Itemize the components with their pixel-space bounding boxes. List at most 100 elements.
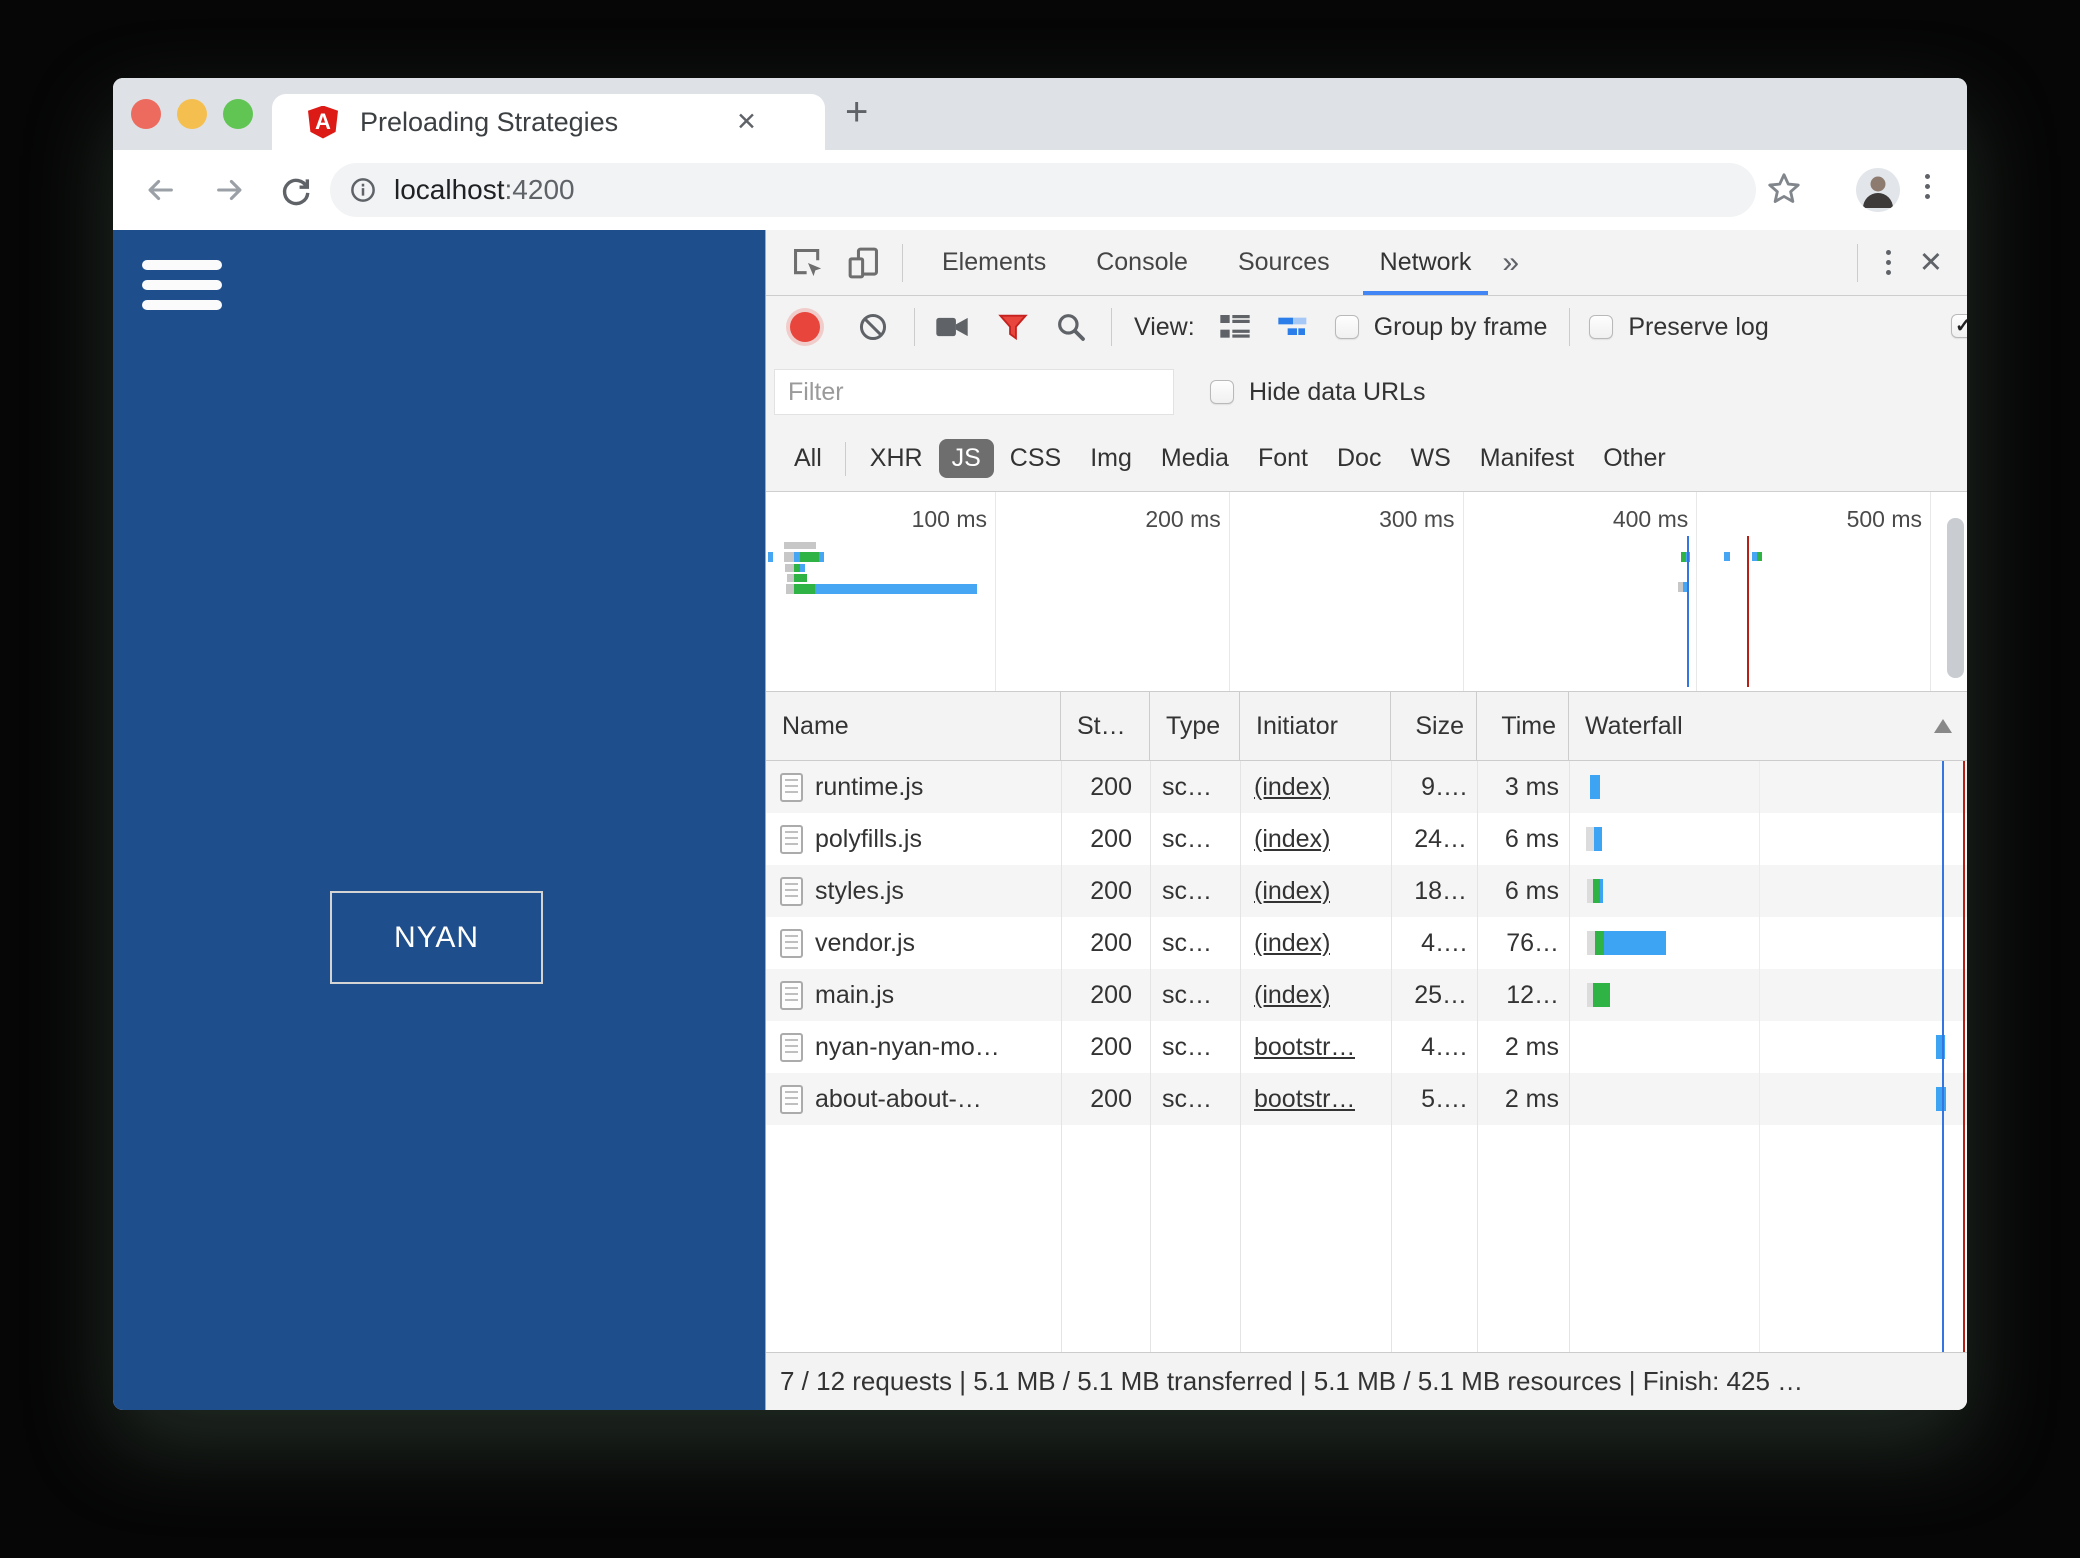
column-header-time[interactable]: Time (1477, 692, 1569, 760)
type-filter-all[interactable]: All (794, 444, 822, 472)
timeline-bar (819, 552, 824, 562)
network-request-row[interactable]: vendor.js 200 sc… (index) 4…. 76… (766, 917, 1967, 969)
address-bar[interactable]: localhost:4200 (330, 163, 1756, 217)
hide-data-urls-checkbox[interactable] (1210, 380, 1234, 404)
cell-size: 4…. (1421, 1032, 1467, 1061)
type-filter-img[interactable]: Img (1090, 444, 1132, 472)
devtools-tab-bar: Elements Console Sources Network » ✕ (766, 230, 1967, 296)
nyan-button[interactable]: NYAN (330, 891, 543, 984)
network-request-row[interactable]: about-about-… 200 sc… bootstr… 5…. 2 ms (766, 1073, 1967, 1125)
inspect-element-icon[interactable] (790, 245, 826, 281)
column-header-initiator[interactable]: Initiator (1240, 692, 1391, 760)
bookmark-star-icon[interactable] (1765, 170, 1803, 213)
devtools-menu-icon[interactable] (1885, 250, 1891, 275)
type-filter-xhr[interactable]: XHR (869, 444, 923, 472)
initiator-link[interactable]: bootstr… (1254, 1032, 1356, 1061)
type-filter-media[interactable]: Media (1160, 444, 1229, 472)
initiator-link[interactable]: (index) (1254, 824, 1331, 853)
network-request-row[interactable]: nyan-nyan-mo… 200 sc… bootstr… 4…. 2 ms (766, 1021, 1967, 1073)
timeline-overview[interactable]: 100 ms 200 ms 300 ms 400 ms 500 ms (766, 492, 1967, 692)
waterfall-segment (1586, 827, 1594, 851)
cell-size: 25… (1414, 980, 1467, 1009)
cell-initiator: (index) (1240, 761, 1391, 813)
cell-waterfall (1569, 969, 1967, 1021)
overview-toggle-icon[interactable] (1277, 313, 1309, 341)
disable-cache-checkbox[interactable] (1951, 313, 1967, 338)
preserve-log-checkbox[interactable] (1589, 315, 1614, 339)
initiator-link[interactable]: bootstr… (1254, 1084, 1356, 1113)
type-filter-manifest[interactable]: Manifest (1479, 444, 1575, 472)
column-header-waterfall[interactable]: Waterfall (1569, 692, 1967, 760)
cell-time: 12… (1506, 980, 1559, 1009)
type-filter-doc[interactable]: Doc (1337, 444, 1382, 472)
initiator-link[interactable]: (index) (1254, 772, 1331, 801)
column-separator (1477, 761, 1478, 1352)
network-toolbar: View: Group by frame Preserve log (766, 296, 1967, 358)
group-by-frame-checkbox[interactable] (1334, 315, 1359, 339)
network-request-row[interactable]: polyfills.js 200 sc… (index) 24… 6 ms (766, 813, 1967, 865)
sort-ascending-icon[interactable] (1934, 719, 1952, 733)
column-header-name[interactable]: Name (766, 692, 1061, 760)
timeline-scrollbar[interactable] (1947, 518, 1964, 678)
new-tab-button[interactable]: + (845, 90, 869, 134)
type-filter-font[interactable]: Font (1257, 444, 1308, 472)
script-file-icon (780, 1032, 803, 1062)
column-header-label: Initiator (1256, 711, 1338, 740)
tab-console[interactable]: Console (1096, 248, 1188, 276)
device-toolbar-icon[interactable] (846, 245, 882, 281)
type-filter-js[interactable]: JS (938, 439, 994, 478)
column-header-status[interactable]: St… (1061, 692, 1150, 760)
search-icon[interactable] (1055, 311, 1087, 343)
screenshot-capture-icon[interactable] (935, 312, 969, 342)
more-tabs-icon[interactable]: » (1502, 245, 1520, 279)
page-info-icon[interactable] (348, 175, 378, 205)
column-header-size[interactable]: Size (1391, 692, 1477, 760)
initiator-link[interactable]: (index) (1254, 980, 1331, 1009)
cell-name: about-about-… (766, 1073, 1061, 1125)
cell-type: sc… (1162, 876, 1212, 905)
hamburger-menu-icon[interactable] (142, 260, 222, 310)
cell-name: main.js (766, 969, 1061, 1021)
tab-elements[interactable]: Elements (942, 248, 1047, 276)
cell-waterfall (1569, 813, 1967, 865)
cell-time: 76… (1506, 928, 1559, 957)
network-request-row[interactable]: main.js 200 sc… (index) 25… 12… (766, 969, 1967, 1021)
profile-avatar[interactable] (1856, 168, 1900, 212)
cell-initiator: (index) (1240, 865, 1391, 917)
filter-funnel-icon[interactable] (997, 311, 1029, 343)
type-filter-other[interactable]: Other (1603, 444, 1666, 472)
column-header-label: Size (1415, 711, 1464, 740)
cell-type: sc… (1162, 772, 1212, 801)
close-window-button[interactable] (131, 99, 161, 129)
tab-network[interactable]: Network (1355, 230, 1497, 295)
timeline-bar (1757, 552, 1762, 561)
maximize-window-button[interactable] (223, 99, 253, 129)
large-rows-toggle-icon[interactable] (1219, 312, 1251, 342)
network-request-row[interactable]: styles.js 200 sc… (index) 18… 6 ms (766, 865, 1967, 917)
devtools-close-icon[interactable]: ✕ (1918, 247, 1943, 279)
forward-button[interactable] (213, 173, 247, 212)
timeline-bar (815, 584, 977, 594)
network-request-row[interactable]: runtime.js 200 sc… (index) 9…. 3 ms (766, 761, 1967, 813)
devtools-panel: Elements Console Sources Network » ✕ (765, 230, 1967, 1410)
type-filter-ws[interactable]: WS (1410, 444, 1451, 472)
browser-tab-strip: A Preloading Strategies ✕ + (113, 78, 1967, 150)
initiator-link[interactable]: (index) (1254, 928, 1331, 957)
initiator-link[interactable]: (index) (1254, 876, 1331, 905)
record-button[interactable] (790, 312, 820, 342)
timeline-bar (784, 552, 794, 562)
preserve-log-label: Preserve log (1628, 312, 1769, 341)
timeline-bar (768, 552, 773, 562)
browser-menu-icon[interactable] (1925, 174, 1930, 199)
column-header-type[interactable]: Type (1150, 692, 1240, 760)
browser-tab[interactable]: A Preloading Strategies ✕ (272, 94, 825, 150)
column-header-label: Type (1166, 711, 1221, 740)
minimize-window-button[interactable] (177, 99, 207, 129)
type-filter-css[interactable]: CSS (1009, 444, 1062, 472)
clear-button[interactable] (858, 312, 888, 342)
back-button[interactable] (143, 173, 177, 212)
filter-input[interactable] (774, 369, 1174, 415)
tab-sources[interactable]: Sources (1237, 248, 1330, 276)
reload-button[interactable] (279, 173, 313, 212)
tab-close-icon[interactable]: ✕ (736, 108, 757, 136)
